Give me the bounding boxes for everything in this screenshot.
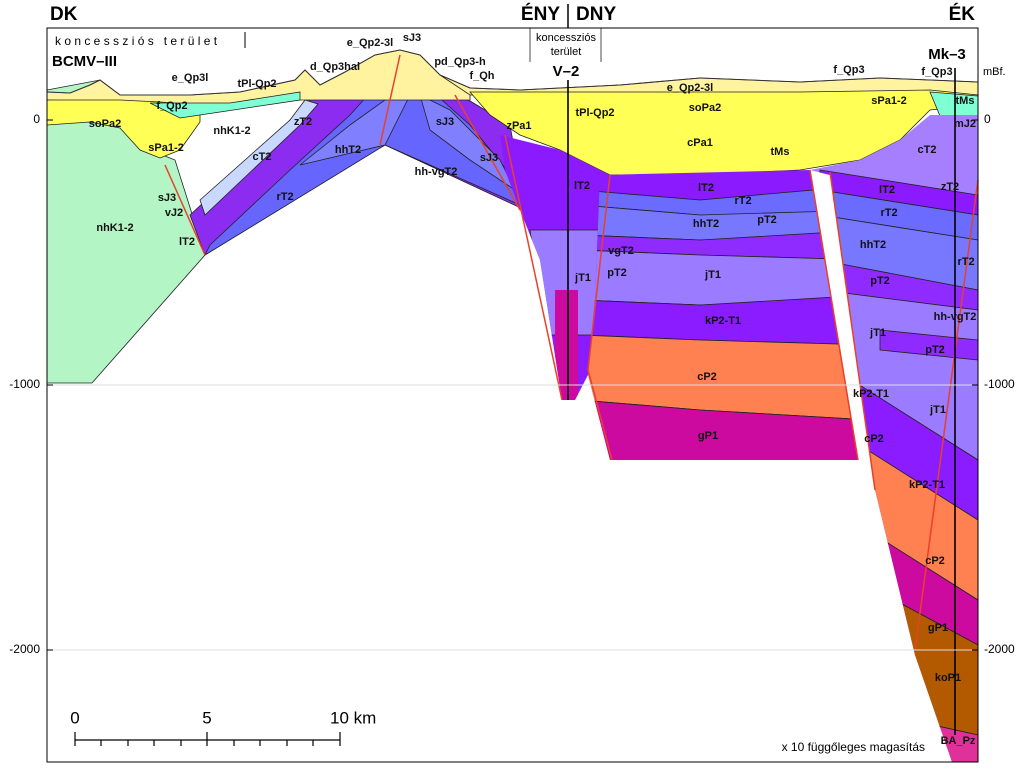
depth-label-left: 0 [33,112,40,126]
formation-label: jT1 [869,327,886,339]
depth-label-left: -2000 [9,642,40,656]
formation-label: BA_Pz [941,735,976,747]
scale-label: 0 [70,708,79,727]
formation-label: nhK1-2 [96,222,133,234]
formation-label: tMs [771,146,790,158]
formation-label: rT2 [880,207,897,219]
exaggeration-note: x 10 függőleges magasítás [782,740,925,754]
formation-label: koP1 [935,672,961,684]
formation-label: nhK1-2 [213,125,250,137]
frame [46,27,979,763]
formation-label: rT2 [957,256,974,268]
formation-label: lT2 [574,180,590,192]
well-label: Mk–3 [928,46,966,63]
formation-label: gP1 [698,430,718,442]
formation-label: f_Qh [469,70,494,82]
formation-label: f_Qp2 [156,100,187,112]
formation-label: cP2 [697,371,717,383]
formation-label: hhT2 [693,218,719,230]
formation-label: rT2 [734,195,751,207]
formation-label: e_Qp2-3l [347,37,393,49]
formation-label: pd_Qp3-h [434,56,486,68]
formation-label: cT2 [918,144,937,156]
formation-label: kP2-T1 [909,479,945,491]
formation-label: hh-vgT2 [934,311,977,323]
formation-label: tPl-Qp2 [575,107,614,119]
depth-label-right: 0 [984,112,991,126]
depth-label-left: -1000 [9,377,40,391]
concession-label: k o n c e s s z i ó s t e r ü l e t [55,34,218,48]
formation-label: jT1 [574,272,591,284]
header-right: ÉK [949,3,976,25]
formation-label: e_Qp3l [172,72,209,84]
formation-label: jT1 [929,404,946,416]
formation-label: sJ3 [436,116,454,128]
formation-label: lT2 [879,184,895,196]
formation-label: d_Qp3hal [310,61,360,73]
geology [46,49,979,762]
formation-label: sJ3 [480,152,498,164]
formation-label: tMs [956,95,975,107]
scale-label: 10 km [330,708,376,727]
formation-label: mJ2 [954,118,976,130]
formation-label: pT2 [870,275,890,287]
section-name: BCMV–III [52,53,117,70]
well-label: V–2 [553,63,580,80]
formation-label: kP2-T1 [853,388,889,400]
formation-label: cP2 [864,433,884,445]
formation-label: hhT2 [335,144,361,156]
formation-label: lT2 [698,182,714,194]
scale-bar [74,732,341,746]
formation-label: cP2 [925,555,945,567]
formation-label: sPa1-2 [148,142,183,154]
formation-label: vJ2 [165,207,183,219]
formation-label: zPa1 [506,120,531,132]
formation-label: cPa1 [687,137,713,149]
header-middle-right: DNY [576,4,616,25]
concession-label: koncessziós [536,32,596,44]
scale-label: 5 [202,708,211,727]
formation-label: soPa2 [89,118,121,130]
formation-label: rT2 [276,191,293,203]
formation-label: jT1 [704,269,721,281]
header-left: DK [50,4,78,25]
formation-label: f_Qp3 [833,64,864,76]
axis-unit: mBf. [983,66,1006,78]
formation-label: sPa1-2 [871,95,906,107]
formation-label: gP1 [928,622,948,634]
depth-label-right: -1000 [984,377,1015,391]
formation-label: sJ3 [158,192,176,204]
formation-label: f_Qp3 [921,66,952,78]
formation-label: soPa2 [689,102,721,114]
header-middle-left: ÉNY [521,3,560,25]
formation-label: lT2 [179,236,195,248]
formation-label: tPl-Qp2 [237,78,276,90]
formation-label: pT2 [757,214,777,226]
formation-label: cT2 [253,151,272,163]
formation-label: hhT2 [860,239,886,251]
concession-label: terület [551,46,582,58]
formation-label: pT2 [925,344,945,356]
formation-label: pT2 [607,267,627,279]
formation-label: sJ3 [403,32,421,44]
formation-label: zT2 [941,181,959,193]
formation-label: vgT2 [608,245,634,257]
formation-label: kP2-T1 [705,315,741,327]
formation-label: e_Qp2-3l [667,82,713,94]
depth-label-right: -2000 [984,642,1015,656]
formation-label: hh-vgT2 [415,166,458,178]
formation-label: zT2 [294,116,312,128]
